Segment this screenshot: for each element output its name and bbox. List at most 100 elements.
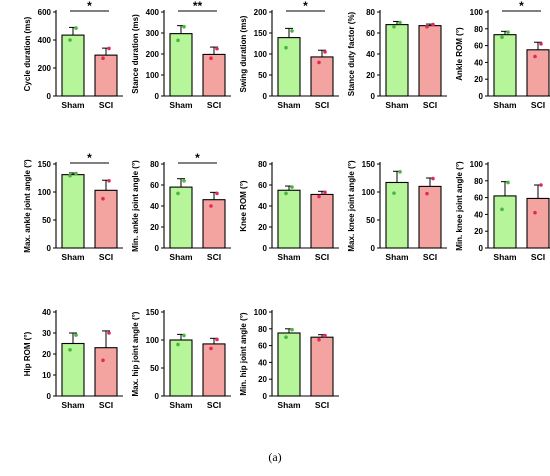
chart-panel-9: Sham SCI 0 50 100 150 Max. knee joint angle (°… [347,160,447,262]
y-tick-label: 40 [474,210,483,219]
y-tick-label: 20 [366,71,375,80]
bar-sham [61,34,85,97]
chart-panel-7: Sham SCI 0 20 40 60 80 Min. ankle joint angle (… [131,151,231,262]
x-tick-label: SCI [207,100,221,110]
bar-sham [169,339,193,397]
significance-label: * [195,151,200,165]
y-tick-label: 40 [258,358,267,367]
data-point [431,22,435,27]
bar-sci [202,199,226,249]
data-point [215,191,219,196]
bar-sci [418,25,442,97]
y-tick-label: 50 [366,216,375,225]
data-point [425,24,429,29]
y-tick-label: 40 [474,58,483,67]
data-point [68,38,72,42]
y-tick-label: 50 [42,216,51,225]
figure-caption: (a) [268,450,282,464]
data-point [101,56,105,60]
bar-sham [493,34,517,97]
data-point [68,173,72,178]
data-point [182,179,186,183]
data-point [323,50,327,54]
x-tick-label: Sham [385,252,409,262]
y-tick-label: 50 [258,71,267,80]
x-tick-label: SCI [315,252,329,262]
data-point [176,342,180,347]
chart-panel-1: Sham SCI 0 200 400 600 Cycle duration (ms) * [23,0,123,110]
bar-sham [169,186,193,249]
y-tick-label: 0 [47,244,52,253]
x-tick-label: Sham [277,100,301,110]
data-point [215,46,219,51]
data-point [431,176,435,181]
y-tick-label: 0 [479,244,484,253]
data-point [209,56,213,60]
data-point [107,331,111,335]
y-axis-label: Min. hip joint angle (°) [239,312,248,396]
x-tick-label: SCI [315,400,329,410]
y-axis-label: Max. hip joint angle (°) [131,311,140,396]
data-point [533,210,537,215]
y-tick-label: 40 [258,202,267,211]
data-point [425,191,429,196]
data-point [182,24,186,29]
y-tick-label: 150 [254,29,268,38]
y-tick-label: 600 [38,8,52,17]
bar-sham [277,189,301,249]
y-tick-label: 100 [362,188,376,197]
y-tick-label: 0 [155,244,160,253]
data-point [68,348,72,352]
y-tick-label: 100 [254,308,268,317]
y-tick-label: 100 [146,71,160,80]
y-tick-label: 10 [42,371,51,380]
data-point [506,30,510,34]
data-point [323,333,327,338]
y-tick-label: 60 [258,181,267,190]
y-tick-label: 80 [474,177,483,186]
x-tick-label: SCI [207,252,221,262]
data-point [107,46,111,51]
y-tick-label: 200 [146,50,160,59]
y-tick-label: 60 [258,342,267,351]
y-tick-label: 100 [470,8,484,17]
significance-label: * [87,151,92,165]
x-tick-label: SCI [423,252,437,262]
y-tick-label: 20 [258,223,267,232]
data-point [101,196,105,201]
x-tick-label: Sham [61,100,85,110]
y-tick-label: 0 [47,92,52,101]
bar-sci [310,193,334,249]
chart-panel-12: Sham SCI 0 50 100 150 Max. hip joint angle (°) [131,308,231,410]
y-axis-label: Min. knee joint angle (°) [455,161,464,251]
y-tick-label: 60 [150,181,159,190]
y-tick-label: 0 [155,392,160,401]
y-tick-label: 80 [150,160,159,169]
chart-panel-5: Sham SCI 0 20 40 60 80 100 Ankle ROM (°) * [455,0,550,110]
y-tick-label: 0 [479,92,484,101]
bar-sham [385,181,409,249]
y-tick-label: 200 [254,8,268,17]
chart-panel-4: Sham SCI 0 20 40 60 80 Stance duty factor (%) [347,8,447,110]
x-tick-label: SCI [531,252,545,262]
significance-label: ** [193,0,203,13]
y-tick-label: 100 [38,188,52,197]
bar-sham [493,195,517,249]
data-point [539,183,543,187]
y-tick-label: 0 [155,92,160,101]
bar-sci [418,185,442,249]
data-point [290,29,294,33]
data-point [284,45,288,50]
y-axis-label: Min. ankle joint angle (°) [131,160,140,252]
y-tick-label: 40 [150,202,159,211]
y-axis-label: Hip ROM (°) [23,331,32,376]
bar-sci [94,189,118,249]
bar-sham [61,174,85,249]
y-tick-label: 60 [474,194,483,203]
x-tick-label: Sham [493,100,517,110]
y-tick-label: 30 [42,329,51,338]
y-tick-label: 0 [263,244,268,253]
y-axis-label: Stance duration (ms) [131,14,140,94]
x-tick-label: SCI [531,100,545,110]
